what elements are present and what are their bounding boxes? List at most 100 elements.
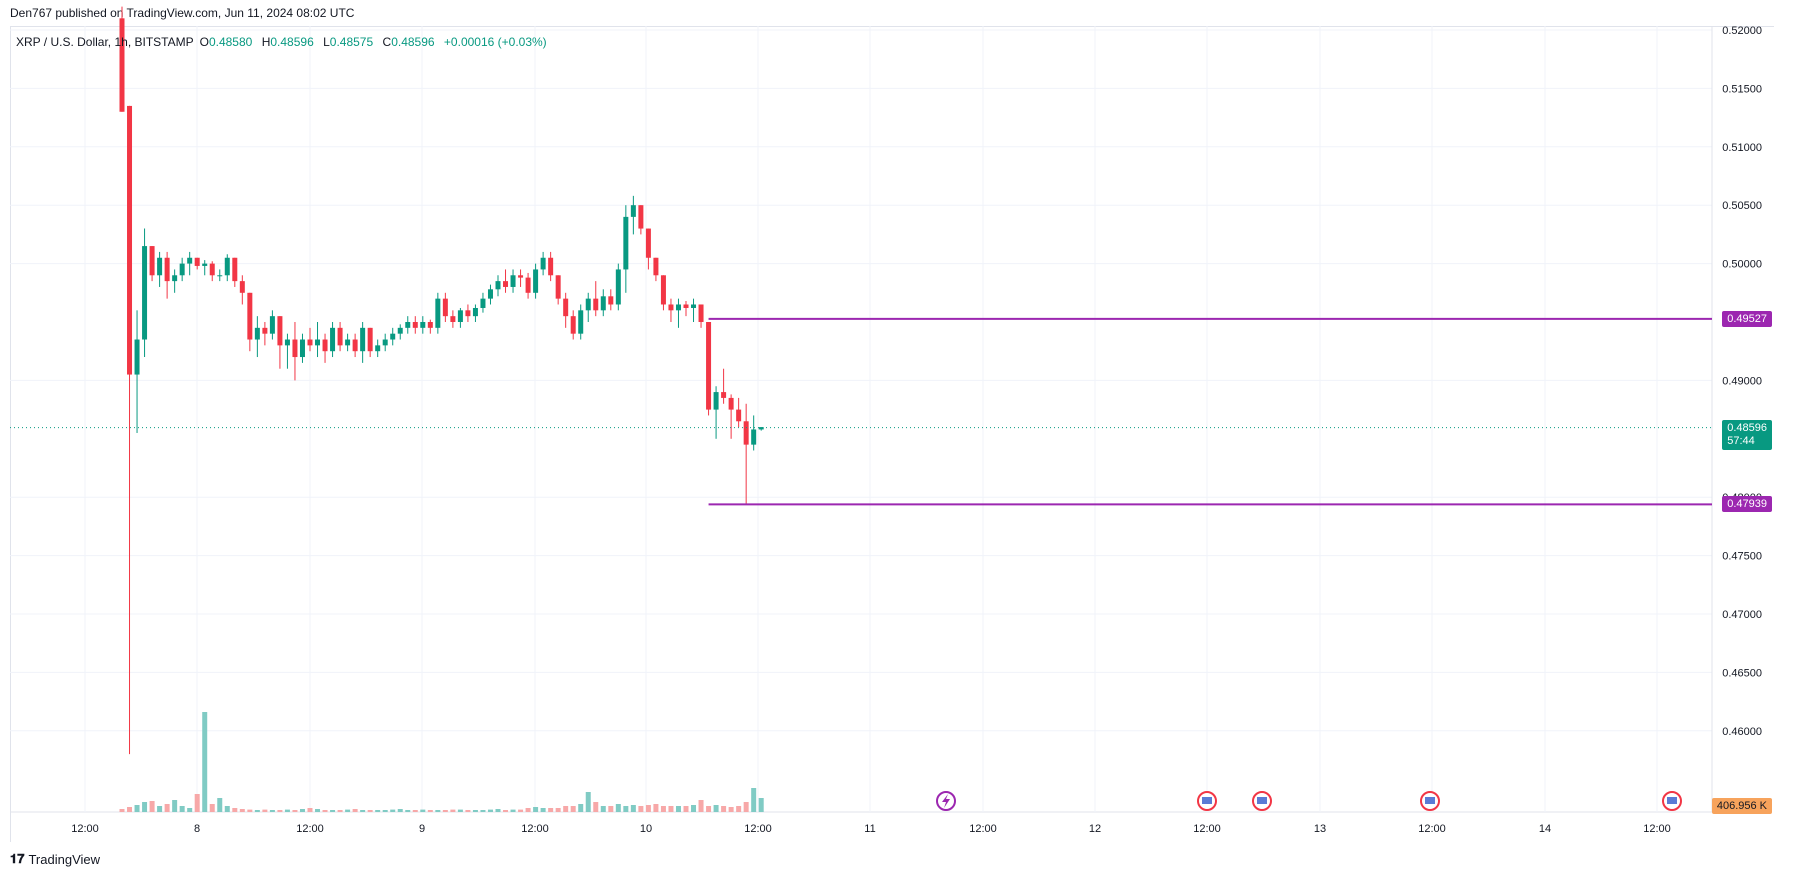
candle-body	[442, 298, 448, 317]
volume-bar	[660, 806, 666, 812]
candle-body	[134, 339, 140, 375]
candle-body	[721, 392, 727, 398]
volume-bar	[698, 800, 704, 812]
volume-bar	[578, 804, 584, 812]
volume-bar	[239, 809, 245, 812]
candle-body	[315, 339, 321, 346]
candle-body	[623, 216, 629, 270]
volume-bar	[743, 802, 749, 812]
candle-body	[600, 296, 606, 311]
volume-bar	[645, 805, 651, 812]
volume-bar	[570, 806, 576, 812]
flag-icon-detail	[1425, 797, 1435, 804]
volume-bar	[510, 809, 516, 812]
candle-body	[668, 304, 674, 311]
volume-bar	[307, 808, 313, 812]
volume-bar	[127, 807, 133, 812]
symbol-label[interactable]: XRP / U.S. Dollar, 1h, BITSTAMP	[16, 35, 194, 49]
volume-bar	[149, 801, 155, 812]
volume-bar	[691, 805, 697, 812]
candle-body	[337, 327, 343, 346]
volume-bar	[397, 809, 403, 812]
candle-body	[179, 263, 185, 276]
volume-bar	[142, 802, 148, 812]
open-value: 0.48580	[208, 35, 253, 49]
time-tick-label: 12	[1089, 823, 1101, 835]
candle-body	[119, 18, 125, 112]
close-value: 0.48596	[391, 35, 435, 49]
candle-body	[420, 322, 426, 328]
candle-body	[164, 257, 170, 282]
volume-tag: 406.956 K	[1711, 798, 1772, 814]
candle-body	[540, 257, 546, 270]
chart-frame[interactable]	[10, 26, 1774, 842]
high-value: 0.48596	[270, 35, 314, 49]
volume-bar	[638, 806, 644, 812]
candle-body	[706, 322, 712, 410]
volume-bar	[187, 808, 193, 812]
candle-body	[247, 292, 253, 340]
volume-bar	[683, 806, 689, 812]
candle-body	[480, 298, 486, 308]
time-tick-label: 12:00	[1193, 823, 1221, 835]
close-label: C	[382, 35, 392, 49]
candle-body	[638, 205, 644, 229]
volume-bar	[375, 810, 381, 812]
high-label: H	[261, 35, 271, 49]
candle-body	[698, 304, 704, 322]
flag-icon-detail	[1202, 797, 1212, 804]
volume-bar	[487, 809, 493, 812]
time-tick-label: 10	[640, 823, 652, 835]
time-tick-label: 12:00	[521, 823, 549, 835]
candle-body	[149, 246, 155, 276]
candle-body	[570, 316, 576, 334]
candle-body	[518, 275, 524, 278]
candle-body	[254, 327, 260, 340]
volume-bar	[134, 805, 140, 812]
volume-bar	[751, 788, 757, 812]
bolt-glyph-icon	[942, 794, 950, 808]
volume-bar	[209, 804, 215, 812]
tradingview-logo-icon: 𝟏𝟕	[10, 851, 25, 866]
volume-bar	[623, 806, 629, 812]
volume-bar	[435, 810, 441, 812]
candle-body	[660, 275, 666, 305]
volume-bar	[533, 807, 539, 812]
tradingview-footer[interactable]: 𝟏𝟕 TradingView	[10, 851, 100, 867]
published-header: Den767 published on TradingView.com, Jun…	[10, 6, 355, 20]
candle-body	[360, 327, 366, 352]
candle-body	[277, 316, 283, 346]
time-tick-label: 14	[1539, 823, 1551, 835]
volume-bar	[728, 807, 734, 812]
volume-bar	[465, 810, 471, 812]
candle-body	[465, 310, 471, 317]
candle-body	[472, 307, 478, 317]
volume-bar	[503, 810, 509, 812]
time-tick-label: 12:00	[969, 823, 997, 835]
volume-bar	[457, 809, 463, 812]
candle-body	[322, 339, 328, 352]
volume-bar	[736, 806, 742, 812]
upper-level-tag: 0.49527	[1722, 310, 1772, 327]
volume-bar	[630, 805, 636, 812]
candle-body	[563, 298, 569, 317]
volume-bar	[284, 809, 290, 812]
candle-body	[653, 257, 659, 276]
candle-body	[578, 310, 584, 334]
low-label: L	[323, 35, 330, 49]
candle-body	[645, 228, 651, 258]
volume-bar	[706, 806, 712, 812]
candle-body	[630, 205, 636, 217]
volume-bar	[412, 810, 418, 812]
candle-body	[345, 339, 351, 346]
volume-bar	[194, 794, 200, 812]
candle-body	[405, 322, 411, 328]
volume-bar	[352, 809, 358, 812]
time-tick-label: 8	[194, 823, 200, 835]
candle-body	[375, 345, 381, 352]
candle-body	[525, 277, 531, 293]
flag-icon-detail	[1667, 797, 1677, 804]
volume-bar	[405, 810, 411, 812]
candle-body	[548, 257, 554, 276]
